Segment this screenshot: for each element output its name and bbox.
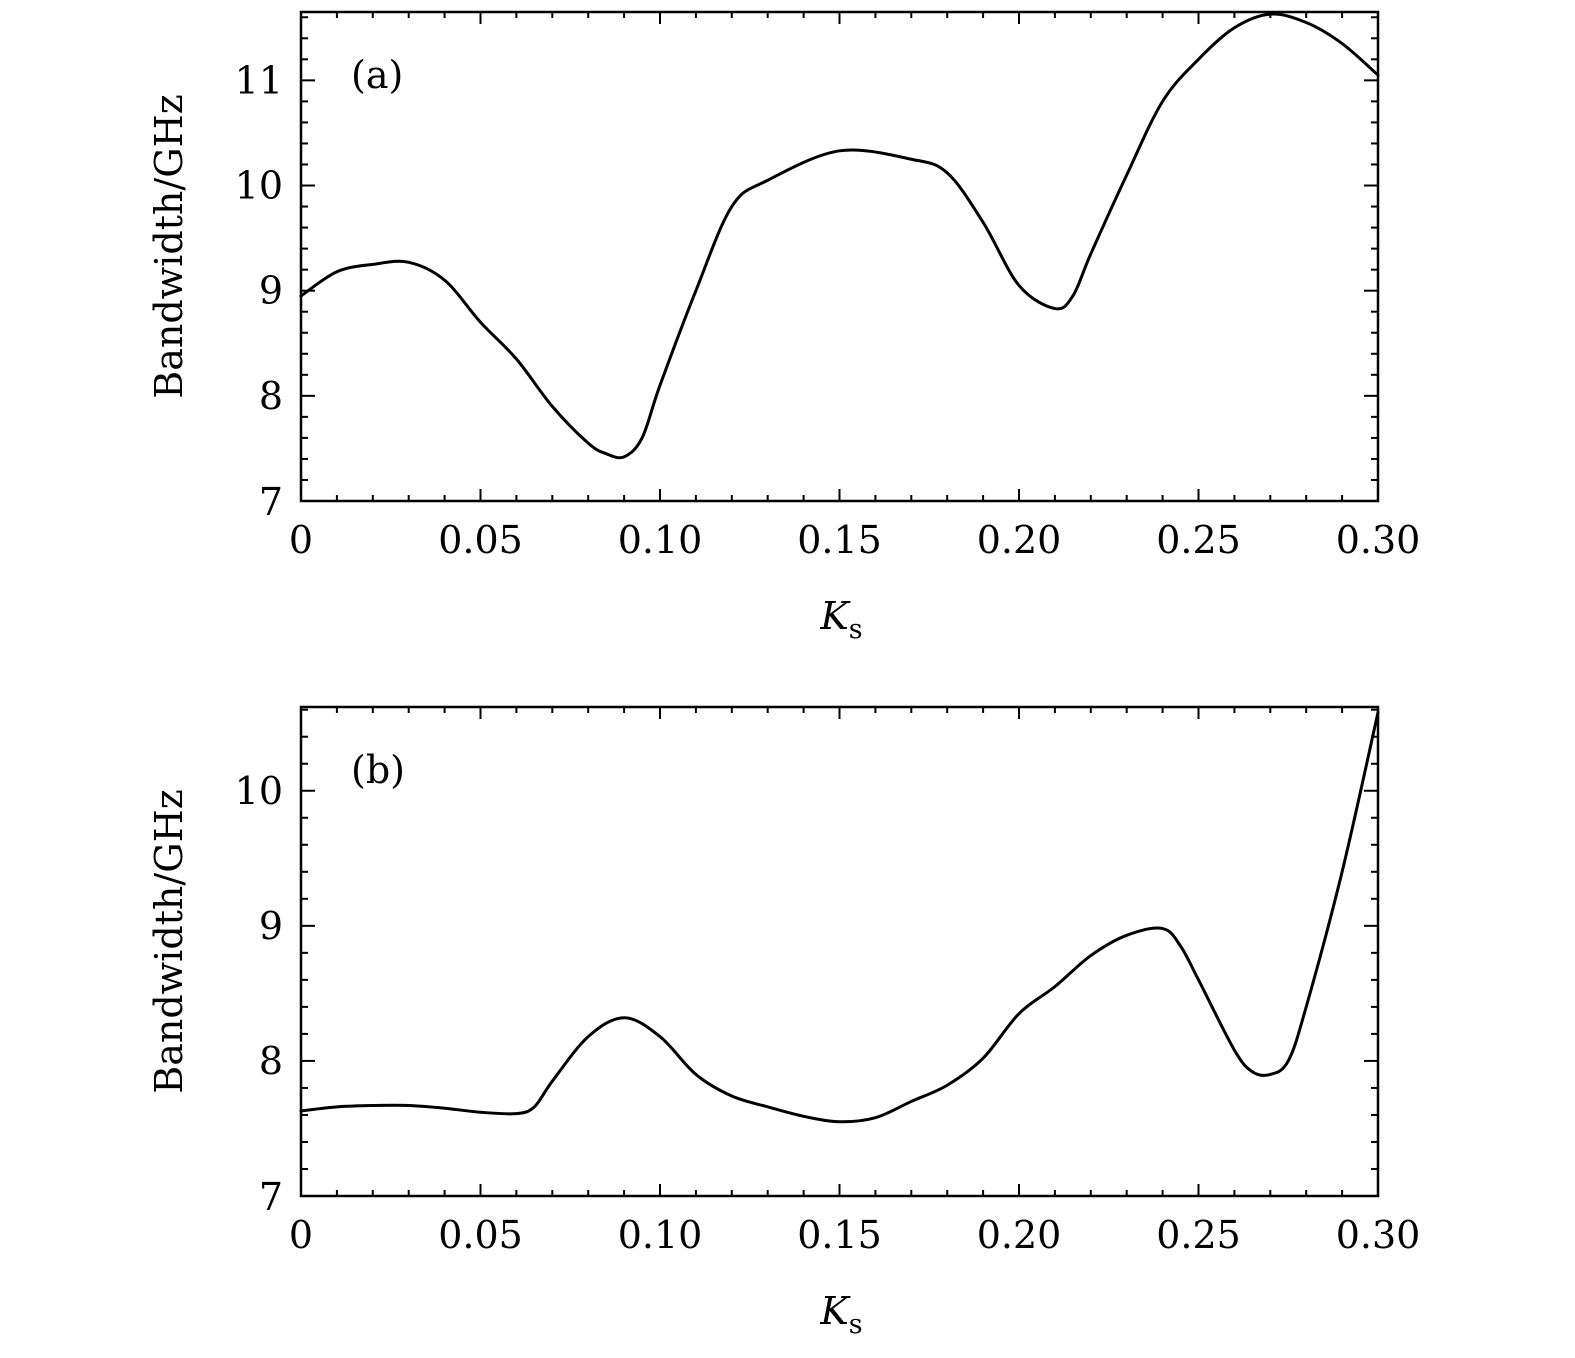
y-axis-title: Bandwidth/GHz [147,94,191,398]
x-tick-label: 0.10 [618,518,703,562]
y-tick-label: 8 [259,1039,283,1083]
y-tick-label: 11 [235,58,283,102]
x-axis-title-subscript: s [849,1309,863,1340]
y-axis-title: Bandwidth/GHz [147,789,191,1093]
x-axis-title-main: K [819,1289,851,1333]
x-tick-label: 0.10 [618,1213,703,1257]
x-tick-label: 0 [289,518,313,562]
plot-frame [299,10,1380,503]
x-tick-label: 0 [289,1213,313,1257]
y-tick-label: 8 [259,374,283,418]
x-tick-label: 0.05 [438,1213,523,1257]
y-tick-label: 10 [235,164,283,208]
y-tick-label: 9 [259,269,283,313]
chart-panel-b: 0 0.05 0.10 0.15 0.20 0.25 0.30 7 8 9 10 Ks Bandwidt… [147,705,1421,1340]
x-tick-label: 0.30 [1336,1213,1421,1257]
panel-label: (a) [351,53,403,97]
y-tick-label: 9 [259,904,283,948]
x-tick-label: 0.15 [797,518,882,562]
x-tick-label: 0.25 [1156,1213,1241,1257]
x-axis-title-main: K [819,594,851,638]
y-tick-label: 7 [259,480,283,524]
x-tick-label: 0.20 [977,518,1062,562]
x-tick-label: 0.15 [797,1213,882,1257]
x-tick-label: 0.30 [1336,518,1421,562]
x-axis-title-subscript: s [849,614,863,645]
y-tick-label: 7 [259,1175,283,1219]
chart-panel-a: 0 0.05 0.10 0.15 0.20 0.25 0.30 7 8 9 10 11 Ks Bandwi… [147,10,1421,645]
series-line [299,12,1380,460]
panel-label: (b) [351,748,405,792]
x-tick-label: 0.25 [1156,518,1241,562]
x-tick-label: 0.20 [977,1213,1062,1257]
x-axis-title: Ks [819,594,862,645]
series-line [299,710,1380,1124]
y-tick-label: 10 [235,769,283,813]
x-axis-title: Ks [819,1289,862,1340]
x-tick-label: 0.05 [438,518,523,562]
